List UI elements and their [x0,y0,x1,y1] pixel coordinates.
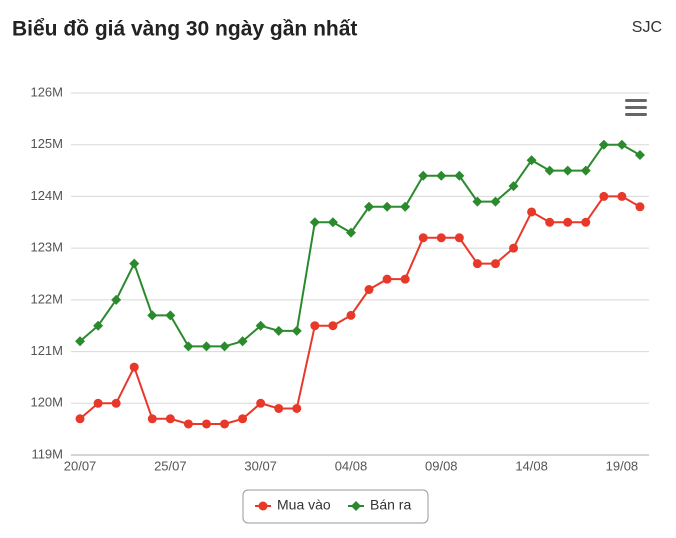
point [328,321,338,331]
point [562,165,573,176]
point [454,170,465,181]
point [509,243,519,253]
point [351,501,361,511]
point [580,165,591,176]
chart-title: Biểu đồ giá vàng 30 ngày gần nhất [12,18,357,41]
point [291,325,302,336]
point [527,207,537,217]
point [472,259,482,269]
point [472,196,483,207]
y-tick-label: 119M [31,446,63,461]
point [309,217,320,228]
chart-subtitle: SJC [632,19,662,36]
point [364,285,374,295]
menu-bar [625,99,647,102]
point [563,217,573,227]
point [238,414,248,424]
point [183,341,194,352]
point [382,201,393,212]
point [327,217,338,228]
point [436,233,446,243]
y-tick-label: 123M [30,240,63,255]
point [258,501,268,511]
x-tick-label: 14/08 [515,458,548,473]
point [545,217,555,227]
point [634,150,645,161]
y-tick-label: 122M [30,291,63,306]
point [436,170,447,181]
point [93,398,103,408]
point [581,217,591,227]
point [255,320,266,331]
point [292,403,302,413]
point [310,321,320,331]
point [635,202,645,212]
point [454,233,464,243]
point [490,196,501,207]
x-tick-label: 30/07 [244,458,277,473]
point [93,320,104,331]
menu-button[interactable] [625,99,647,116]
point [616,139,627,150]
point [617,191,627,201]
point [274,403,284,413]
point [201,419,211,429]
point [382,274,392,284]
point [219,341,230,352]
x-tick-label: 20/07 [64,458,97,473]
point [129,258,140,269]
point [544,165,555,176]
point [418,233,428,243]
series-line [79,143,641,348]
point [220,419,230,429]
point [345,227,356,238]
point [490,259,500,269]
point [364,201,375,212]
x-tick-label: 19/08 [606,458,639,473]
menu-bar [625,106,647,109]
point [147,414,157,424]
point [75,336,86,347]
point [165,414,175,424]
point [256,398,266,408]
point [508,181,519,192]
series-line [79,195,641,425]
point [400,201,411,212]
point [201,341,212,352]
point [346,310,356,320]
point [526,155,537,166]
point [147,310,158,321]
y-tick-label: 120M [30,395,63,410]
point [75,414,85,424]
point [165,310,176,321]
point [111,398,121,408]
point [273,325,284,336]
point [129,362,139,372]
x-tick-label: 09/08 [425,458,458,473]
x-tick-label: 04/08 [335,458,368,473]
point [237,336,248,347]
point [599,191,609,201]
y-tick-label: 124M [30,188,63,203]
point [400,274,410,284]
y-tick-label: 121M [30,343,63,358]
point [418,170,429,181]
legend-label: Mua vào [277,497,331,513]
menu-bar [625,113,647,116]
point [598,139,609,150]
legend-box [242,489,429,524]
point [111,294,122,305]
x-tick-label: 25/07 [154,458,187,473]
legend-label: Bán ra [370,497,411,513]
point [183,419,193,429]
y-tick-label: 125M [30,136,63,151]
y-tick-label: 126M [30,84,63,99]
